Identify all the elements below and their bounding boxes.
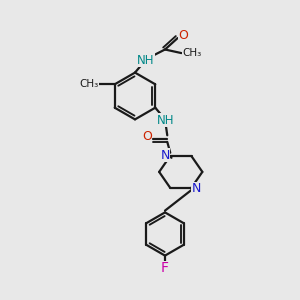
Text: F: F [161,261,169,275]
Text: NH: NH [157,114,175,127]
Text: NH: NH [137,53,154,67]
Text: N: N [192,182,201,195]
Text: O: O [142,130,152,143]
Text: CH₃: CH₃ [182,48,202,58]
Text: CH₃: CH₃ [79,79,98,89]
Text: N: N [160,148,170,162]
Text: O: O [179,29,188,42]
